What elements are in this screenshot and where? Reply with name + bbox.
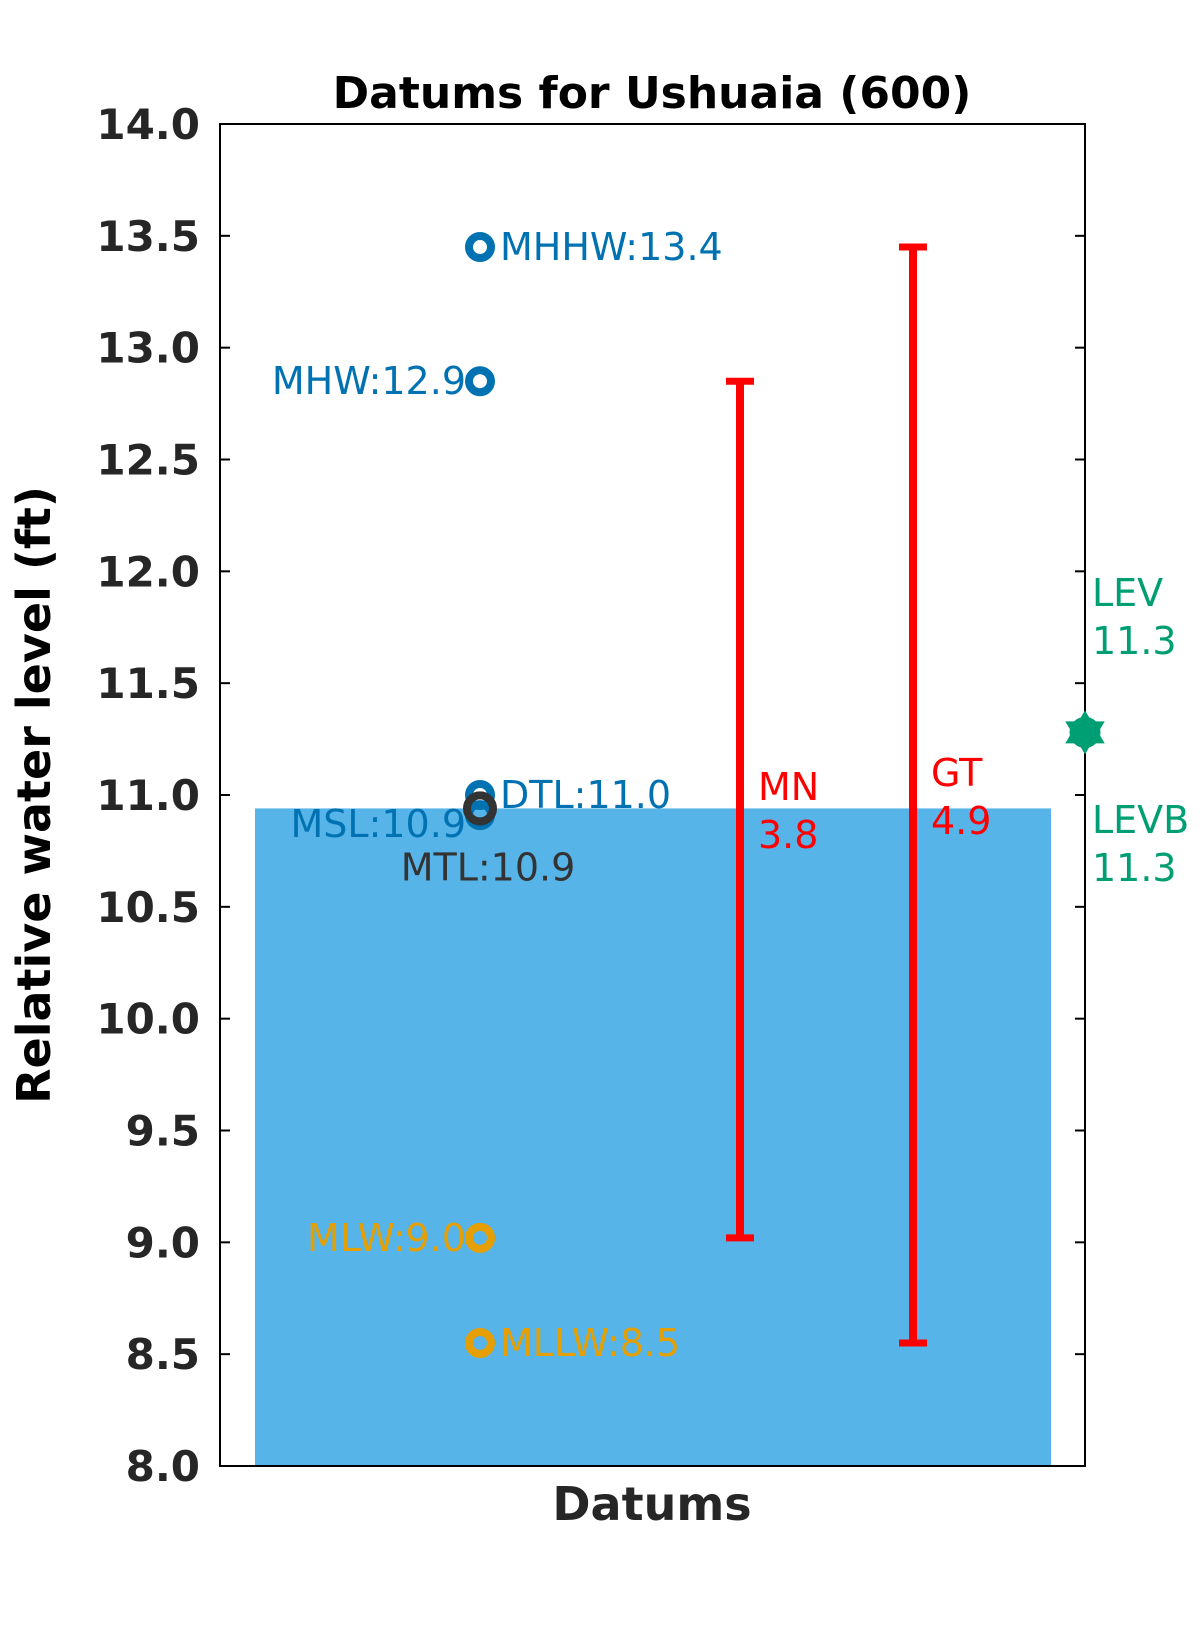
y-tick-label: 8.0	[126, 1442, 200, 1491]
y-tick-label: 9.0	[126, 1218, 200, 1267]
chart-title: Datums for Ushuaia (600)	[333, 68, 972, 119]
y-tick-label: 13.0	[96, 324, 200, 373]
range-value: 3.8	[758, 813, 818, 857]
y-tick-label: 8.5	[126, 1330, 200, 1379]
y-tick-label: 11.5	[96, 659, 200, 708]
extreme-marker-down	[1065, 721, 1105, 755]
range-value: 4.9	[931, 799, 991, 843]
y-tick-label: 12.5	[96, 436, 200, 485]
datum-marker	[463, 791, 497, 826]
datum-marker	[465, 232, 495, 263]
y-tick-label: 13.5	[96, 212, 200, 261]
extreme-name: LEVB	[1092, 798, 1189, 842]
y-tick-label: 14.0	[96, 100, 200, 149]
datum-marker	[465, 1222, 495, 1253]
datum-marker	[465, 366, 495, 397]
extreme-value: 11.3	[1092, 846, 1177, 890]
datum-label: MTL:10.9	[401, 845, 576, 889]
datum-marker	[465, 1327, 495, 1358]
datum-label: MHHW:13.4	[500, 225, 723, 269]
x-axis-label: Datums	[552, 1477, 751, 1531]
y-tick-label: 10.5	[96, 883, 200, 932]
tidal-ranges: MN3.8 GT4.9	[726, 243, 991, 1347]
y-tick-label: 9.5	[126, 1107, 200, 1156]
extreme-name: LEV	[1092, 571, 1163, 615]
y-tick-label: 12.0	[96, 547, 200, 596]
range-name: MN	[758, 765, 819, 809]
range-name: GT	[931, 751, 983, 795]
datum-label: MLLW:8.5	[500, 1321, 680, 1365]
datum-label: DTL:11.0	[500, 773, 671, 817]
y-axis-label: Relative water level (ft)	[7, 486, 61, 1104]
extreme-value: 11.3	[1092, 619, 1177, 663]
water-level-fill	[255, 808, 1051, 1466]
datum-label: MHW:12.9	[272, 359, 466, 403]
datum-points: MHHW:13.4 MHW:12.9 DTL:11.0 MSL:10.9MTL:10.…	[272, 225, 723, 1365]
datum-label: MLW:9.0	[307, 1216, 466, 1260]
y-tick-label: 10.0	[96, 995, 200, 1044]
y-axis-ticks: 8.0 8.5 9.0 9.5 10.0 10.5 11.0 11.5 12.0 12.5 13.0…	[96, 100, 1085, 1491]
y-tick-label: 11.0	[96, 771, 200, 820]
datum-label: MSL:10.9	[291, 802, 467, 846]
